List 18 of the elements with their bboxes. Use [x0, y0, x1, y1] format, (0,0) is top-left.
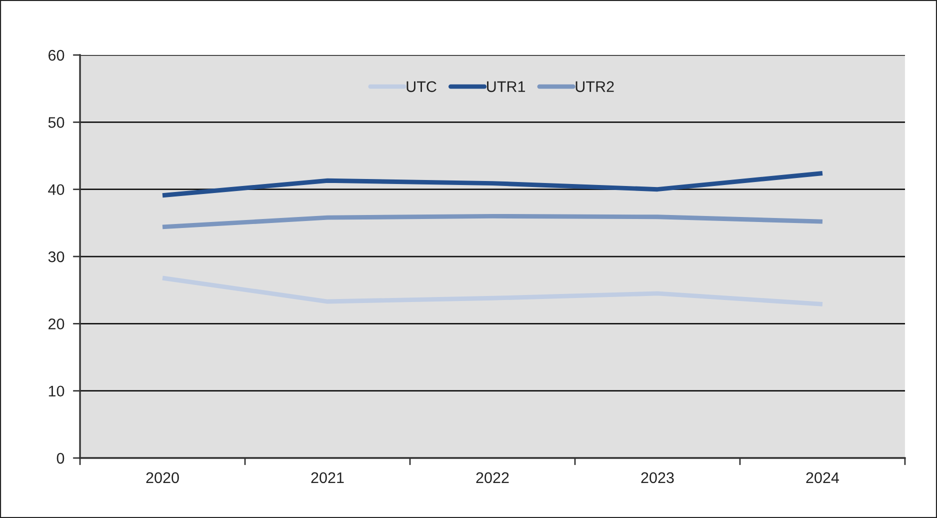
y-tick-label: 10 — [48, 386, 64, 397]
y-tick-label: 20 — [48, 318, 64, 330]
y-tick-label: 50 — [48, 117, 64, 128]
x-tick-label: 2024 — [806, 472, 840, 484]
y-tick-label: 0 — [56, 452, 64, 464]
x-tick-label: 2023 — [641, 472, 674, 484]
legend-label: UTC — [406, 81, 436, 92]
y-tick-label: 40 — [48, 184, 64, 196]
line-series — [160, 276, 825, 306]
legend-label: UTR2 — [576, 81, 614, 92]
legend-label: UTR1 — [487, 81, 526, 92]
x-tick-label: 2022 — [476, 472, 509, 484]
line-series — [160, 171, 825, 198]
x-tick-label: 2021 — [311, 472, 344, 484]
x-tick-label: 2020 — [146, 472, 179, 484]
y-tick-label: 60 — [48, 50, 64, 61]
y-tick-label: 30 — [48, 251, 64, 262]
line-series — [160, 214, 825, 230]
